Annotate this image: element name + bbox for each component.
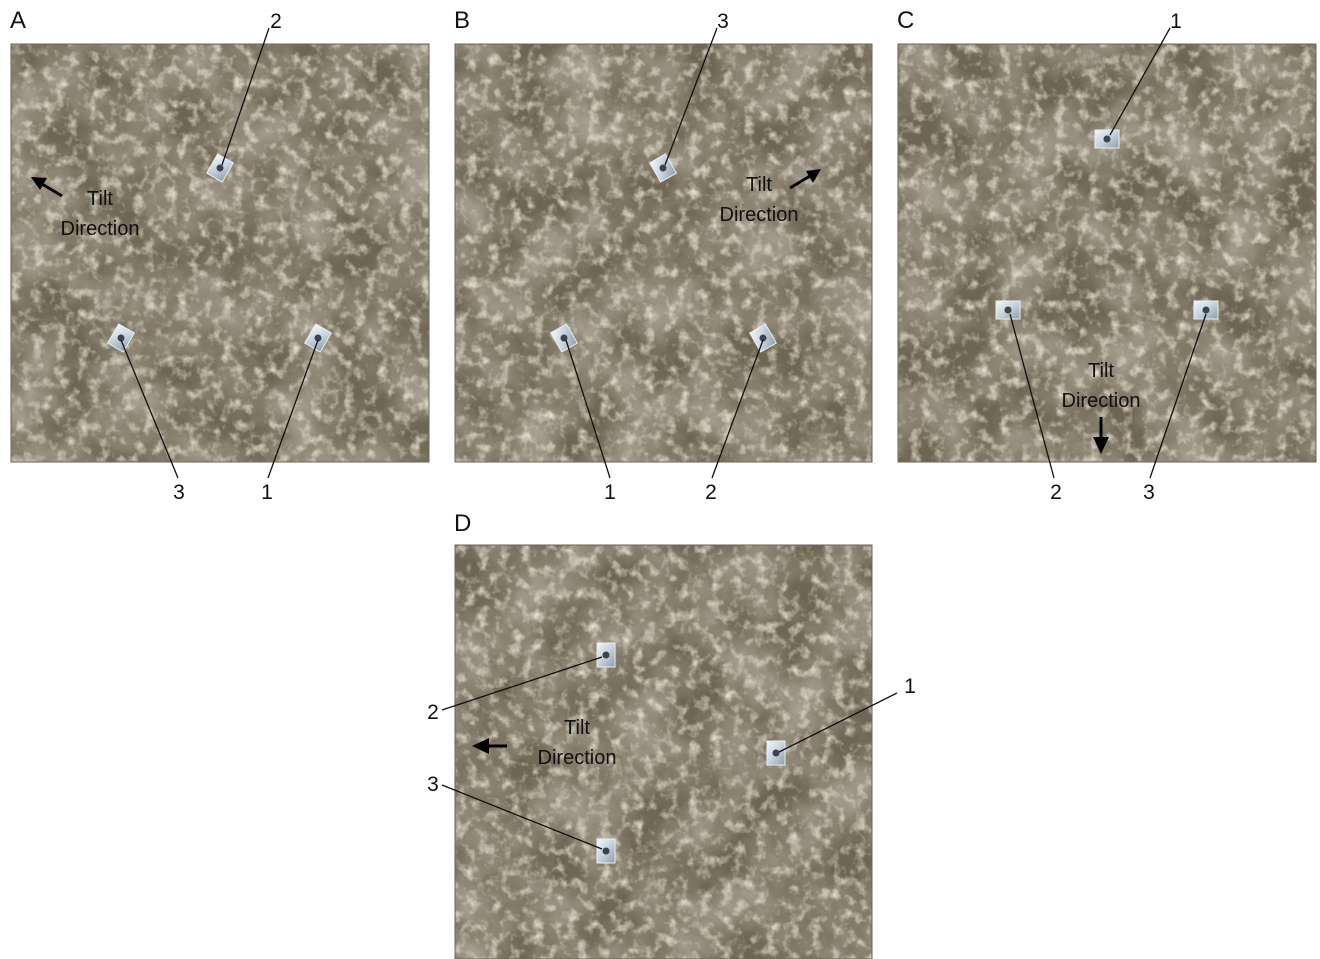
sensor-3 <box>596 838 616 864</box>
sensor-number: 1 <box>604 481 616 504</box>
sensor-number: 2 <box>270 10 282 33</box>
sensor-1 <box>1094 129 1120 149</box>
sensor-number: 1 <box>1170 10 1182 33</box>
sensor-number: 1 <box>904 675 916 698</box>
tilt-label-line2: Direction <box>1062 390 1141 412</box>
tilt-label-line1: Tilt <box>87 188 113 210</box>
tilt-label-line2: Direction <box>720 204 799 226</box>
arrow-down-icon <box>1093 417 1109 454</box>
sensor-number: 3 <box>1143 481 1155 504</box>
sensor-3 <box>649 153 677 183</box>
panel-letter: A <box>10 7 26 34</box>
panel-c: C 1 2 3 Tilt Direction <box>897 7 1317 504</box>
rock-texture <box>11 44 429 462</box>
rock-texture <box>455 44 872 462</box>
sensor-3 <box>107 323 135 353</box>
sensor-1 <box>304 323 332 353</box>
sensor-number: 3 <box>717 10 729 33</box>
sensor-number: 3 <box>427 773 439 796</box>
panel-b: B 3 1 2 Tilt Direction <box>454 7 873 504</box>
sensor-3 <box>1193 300 1219 320</box>
rock-texture <box>898 44 1316 462</box>
sensor-number: 2 <box>705 481 717 504</box>
sensor-2 <box>995 300 1021 320</box>
tilt-label-line2: Direction <box>538 747 617 769</box>
sensor-1 <box>766 740 786 766</box>
sensor-number: 2 <box>427 701 439 724</box>
panel-d: D 2 1 3 Tilt Direction <box>427 510 916 959</box>
tilt-label-line1: Tilt <box>746 174 772 196</box>
arrow-up-right-icon <box>789 169 821 190</box>
arrow-left-icon <box>472 738 507 754</box>
sensor-number: 1 <box>261 481 273 504</box>
panel-letter: C <box>897 7 914 34</box>
tilt-label-line2: Direction <box>61 218 140 240</box>
sensor-2 <box>596 642 616 668</box>
panel-letter: D <box>454 510 471 537</box>
sensor-1 <box>550 323 578 353</box>
tilt-label-line1: Tilt <box>1088 360 1114 382</box>
rock-texture <box>455 545 872 959</box>
tilt-label-line1: Tilt <box>564 717 590 739</box>
arrow-up-left-icon <box>31 177 63 198</box>
sensor-2 <box>749 323 777 353</box>
panel-letter: B <box>454 7 470 34</box>
panel-a: A 2 3 1 Tilt Direction <box>10 7 430 504</box>
sensor-2 <box>206 153 234 183</box>
sensor-number: 2 <box>1050 481 1062 504</box>
sensor-number: 3 <box>173 481 185 504</box>
